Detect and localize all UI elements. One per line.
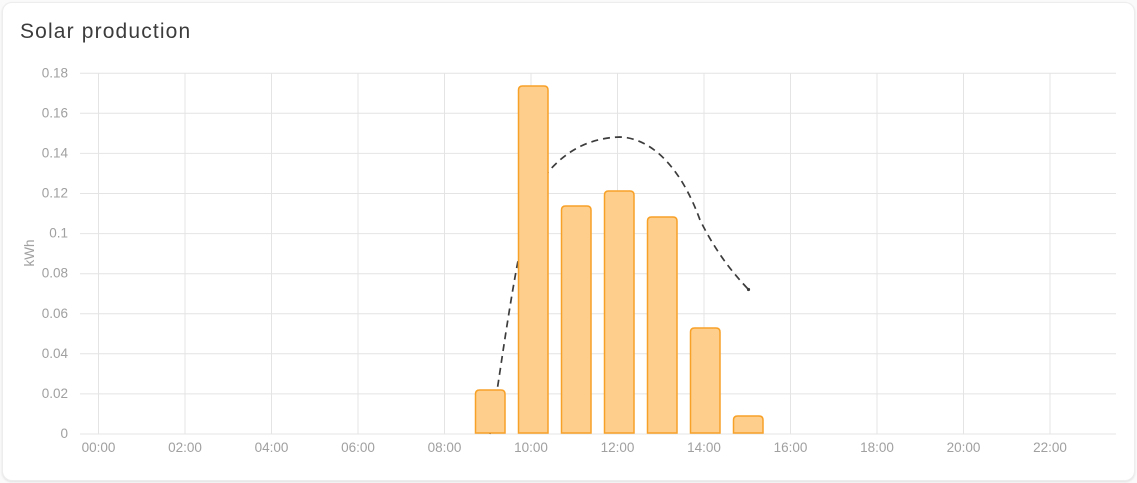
svg-text:22:00: 22:00 (1033, 440, 1067, 455)
svg-text:0.1: 0.1 (49, 226, 68, 241)
svg-text:18:00: 18:00 (860, 440, 894, 455)
svg-text:20:00: 20:00 (947, 440, 981, 455)
svg-text:12:00: 12:00 (601, 440, 635, 455)
svg-text:00:00: 00:00 (82, 440, 116, 455)
svg-text:0.18: 0.18 (42, 65, 68, 80)
svg-text:10:00: 10:00 (514, 440, 548, 455)
svg-text:16:00: 16:00 (774, 440, 808, 455)
svg-text:06:00: 06:00 (341, 440, 375, 455)
svg-text:14:00: 14:00 (687, 440, 721, 455)
svg-text:0.04: 0.04 (42, 346, 69, 361)
svg-text:08:00: 08:00 (428, 440, 462, 455)
svg-text:0.16: 0.16 (42, 105, 68, 120)
svg-text:0.12: 0.12 (42, 186, 68, 201)
svg-text:kWh: kWh (22, 240, 37, 267)
svg-text:0.14: 0.14 (42, 145, 69, 160)
svg-text:04:00: 04:00 (255, 440, 289, 455)
svg-text:0.02: 0.02 (42, 386, 68, 401)
svg-text:0.06: 0.06 (42, 306, 68, 321)
svg-text:02:00: 02:00 (168, 440, 202, 455)
svg-text:0.08: 0.08 (42, 266, 68, 281)
svg-text:0: 0 (60, 426, 68, 441)
